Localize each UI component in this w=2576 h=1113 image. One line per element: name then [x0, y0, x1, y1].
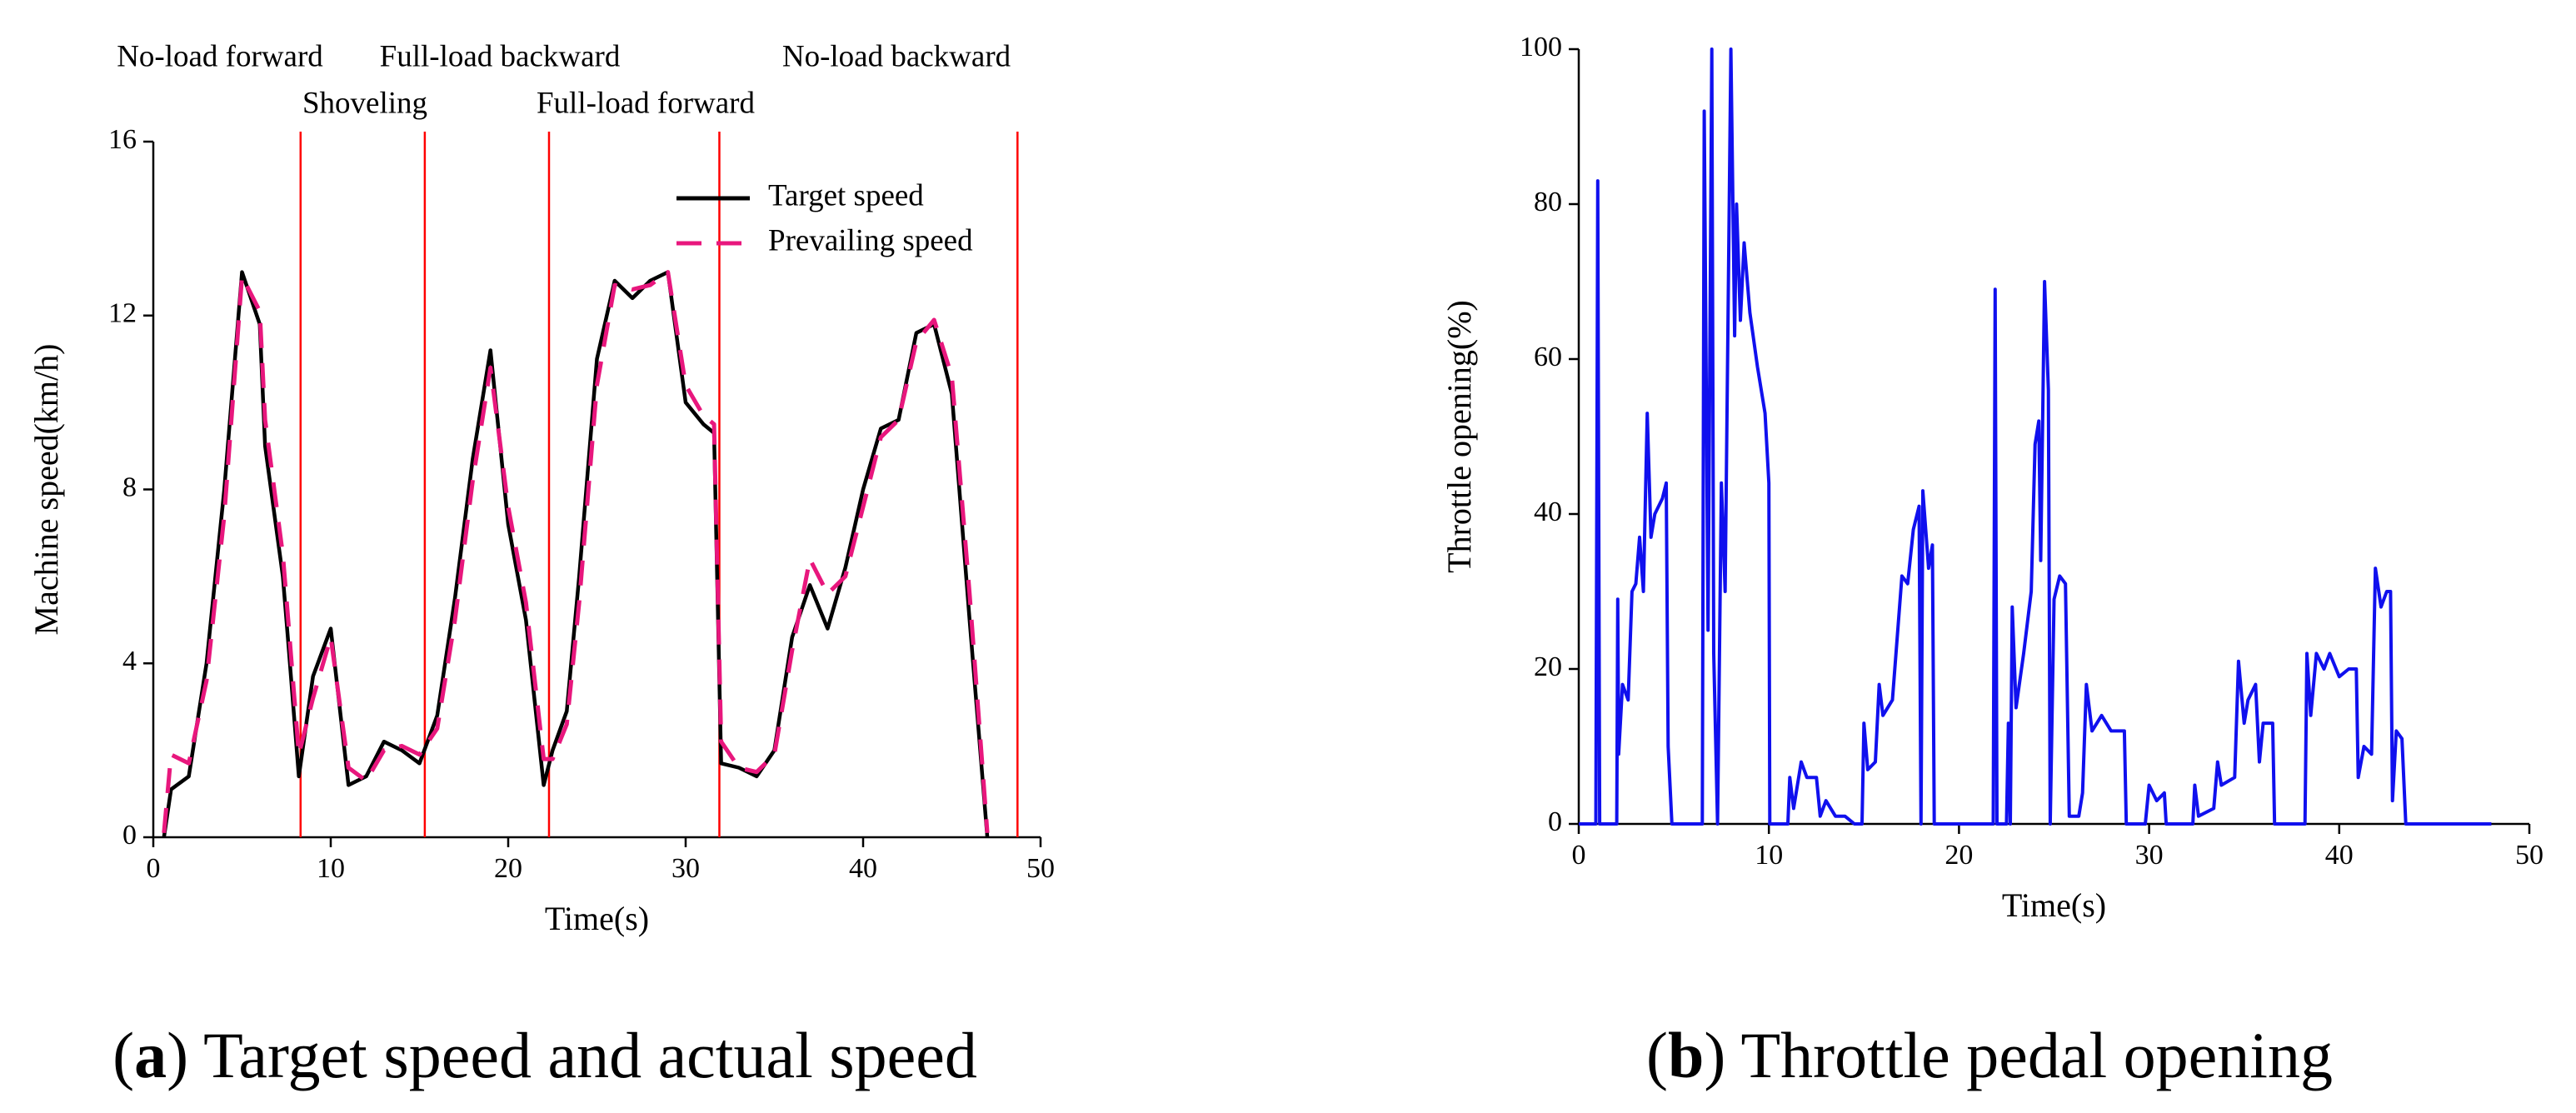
caption-label: b: [1668, 1019, 1704, 1091]
caption-text: ) Target speed and actual speed: [167, 1019, 977, 1091]
x-tick-label: 40: [849, 853, 877, 884]
legend-label: Prevailing speed: [768, 223, 973, 257]
x-tick-label: 10: [317, 853, 345, 884]
y-tick-label: 12: [108, 298, 137, 329]
x-tick-label: 20: [494, 853, 522, 884]
x-tick-label: 10: [1755, 840, 1783, 871]
x-axis-title: Time(s): [2002, 886, 2106, 924]
caption-open: (: [112, 1019, 134, 1091]
caption-label: a: [134, 1019, 167, 1091]
x-tick-label: 0: [1572, 840, 1586, 871]
x-tick-label: 0: [147, 853, 161, 884]
x-tick-label: 50: [1026, 853, 1055, 884]
x-tick-label: 50: [2515, 840, 2544, 871]
phase-label: Full-load forward: [537, 86, 756, 120]
x-axis-title: Time(s): [545, 900, 649, 937]
caption: (b) Throttle pedal opening: [1646, 1019, 2333, 1091]
y-tick-label: 80: [1534, 187, 1562, 217]
series-line: [162, 270, 990, 834]
y-tick-label: 16: [108, 124, 137, 155]
y-tick-label: 40: [1534, 497, 1562, 527]
phase-label: No-load backward: [782, 39, 1011, 73]
y-axis-title: Machine speed(km/h): [27, 344, 65, 636]
y-tick-label: 8: [122, 472, 137, 502]
caption: (a) Target speed and actual speed: [112, 1019, 977, 1091]
y-tick-label: 60: [1534, 342, 1562, 372]
y-tick-label: 100: [1520, 32, 1562, 62]
caption-open: (: [1646, 1019, 1668, 1091]
phase-label: Full-load backward: [380, 39, 621, 73]
y-tick-label: 20: [1534, 651, 1562, 682]
y-tick-label: 0: [122, 820, 137, 851]
x-tick-label: 20: [1944, 840, 1973, 871]
series-line: [1579, 47, 2492, 826]
x-tick-label: 40: [2325, 840, 2354, 871]
x-tick-label: 30: [2135, 840, 2164, 871]
y-tick-label: 0: [1548, 806, 1562, 837]
series-line: [162, 270, 990, 838]
y-axis-title: Throttle opening(%): [1440, 300, 1478, 573]
phase-label: Shoveling: [302, 86, 427, 120]
legend-label: Target speed: [768, 178, 924, 212]
y-tick-label: 4: [122, 646, 137, 676]
phase-label: No-load forward: [117, 39, 323, 73]
x-tick-label: 30: [671, 853, 700, 884]
caption-text: ) Throttle pedal opening: [1704, 1019, 2333, 1091]
